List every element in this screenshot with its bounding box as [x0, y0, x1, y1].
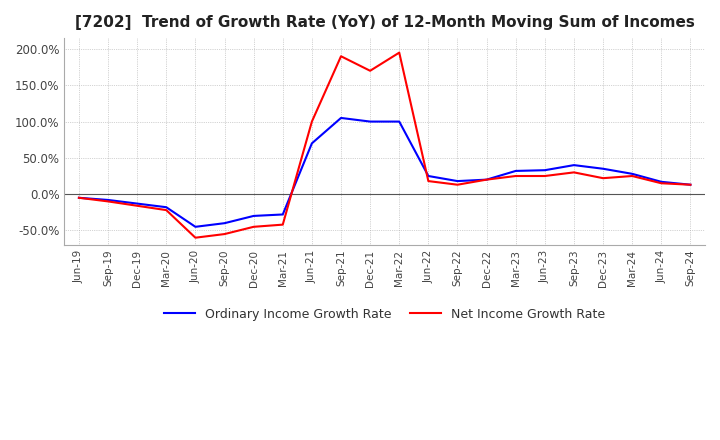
Net Income Growth Rate [570, 170, 578, 175]
Net Income Growth Rate [395, 50, 404, 55]
Net Income Growth Rate [424, 179, 433, 184]
Net Income Growth Rate [104, 199, 112, 204]
Net Income Growth Rate [337, 54, 346, 59]
Line: Net Income Growth Rate: Net Income Growth Rate [79, 53, 690, 238]
Ordinary Income Growth Rate [570, 162, 578, 168]
Line: Ordinary Income Growth Rate: Ordinary Income Growth Rate [79, 118, 690, 227]
Ordinary Income Growth Rate [75, 195, 84, 200]
Ordinary Income Growth Rate [162, 205, 171, 210]
Net Income Growth Rate [657, 181, 666, 186]
Net Income Growth Rate [279, 222, 287, 227]
Net Income Growth Rate [75, 195, 84, 200]
Ordinary Income Growth Rate [366, 119, 374, 124]
Net Income Growth Rate [686, 182, 695, 187]
Ordinary Income Growth Rate [337, 115, 346, 121]
Ordinary Income Growth Rate [599, 166, 608, 172]
Ordinary Income Growth Rate [279, 212, 287, 217]
Ordinary Income Growth Rate [424, 173, 433, 179]
Ordinary Income Growth Rate [191, 224, 199, 229]
Title: [7202]  Trend of Growth Rate (YoY) of 12-Month Moving Sum of Incomes: [7202] Trend of Growth Rate (YoY) of 12-… [75, 15, 695, 30]
Ordinary Income Growth Rate [104, 197, 112, 202]
Net Income Growth Rate [366, 68, 374, 73]
Net Income Growth Rate [191, 235, 199, 240]
Net Income Growth Rate [482, 177, 491, 182]
Net Income Growth Rate [511, 173, 520, 179]
Ordinary Income Growth Rate [133, 201, 142, 206]
Ordinary Income Growth Rate [307, 141, 316, 146]
Ordinary Income Growth Rate [453, 179, 462, 184]
Ordinary Income Growth Rate [511, 168, 520, 173]
Ordinary Income Growth Rate [395, 119, 404, 124]
Net Income Growth Rate [133, 203, 142, 209]
Ordinary Income Growth Rate [686, 182, 695, 187]
Net Income Growth Rate [628, 173, 636, 179]
Net Income Growth Rate [307, 119, 316, 124]
Ordinary Income Growth Rate [482, 177, 491, 182]
Ordinary Income Growth Rate [220, 220, 229, 226]
Ordinary Income Growth Rate [541, 168, 549, 173]
Ordinary Income Growth Rate [628, 171, 636, 176]
Net Income Growth Rate [162, 208, 171, 213]
Net Income Growth Rate [249, 224, 258, 229]
Net Income Growth Rate [453, 182, 462, 187]
Net Income Growth Rate [541, 173, 549, 179]
Ordinary Income Growth Rate [657, 179, 666, 184]
Legend: Ordinary Income Growth Rate, Net Income Growth Rate: Ordinary Income Growth Rate, Net Income … [158, 303, 611, 326]
Net Income Growth Rate [599, 176, 608, 181]
Ordinary Income Growth Rate [249, 213, 258, 219]
Net Income Growth Rate [220, 231, 229, 237]
